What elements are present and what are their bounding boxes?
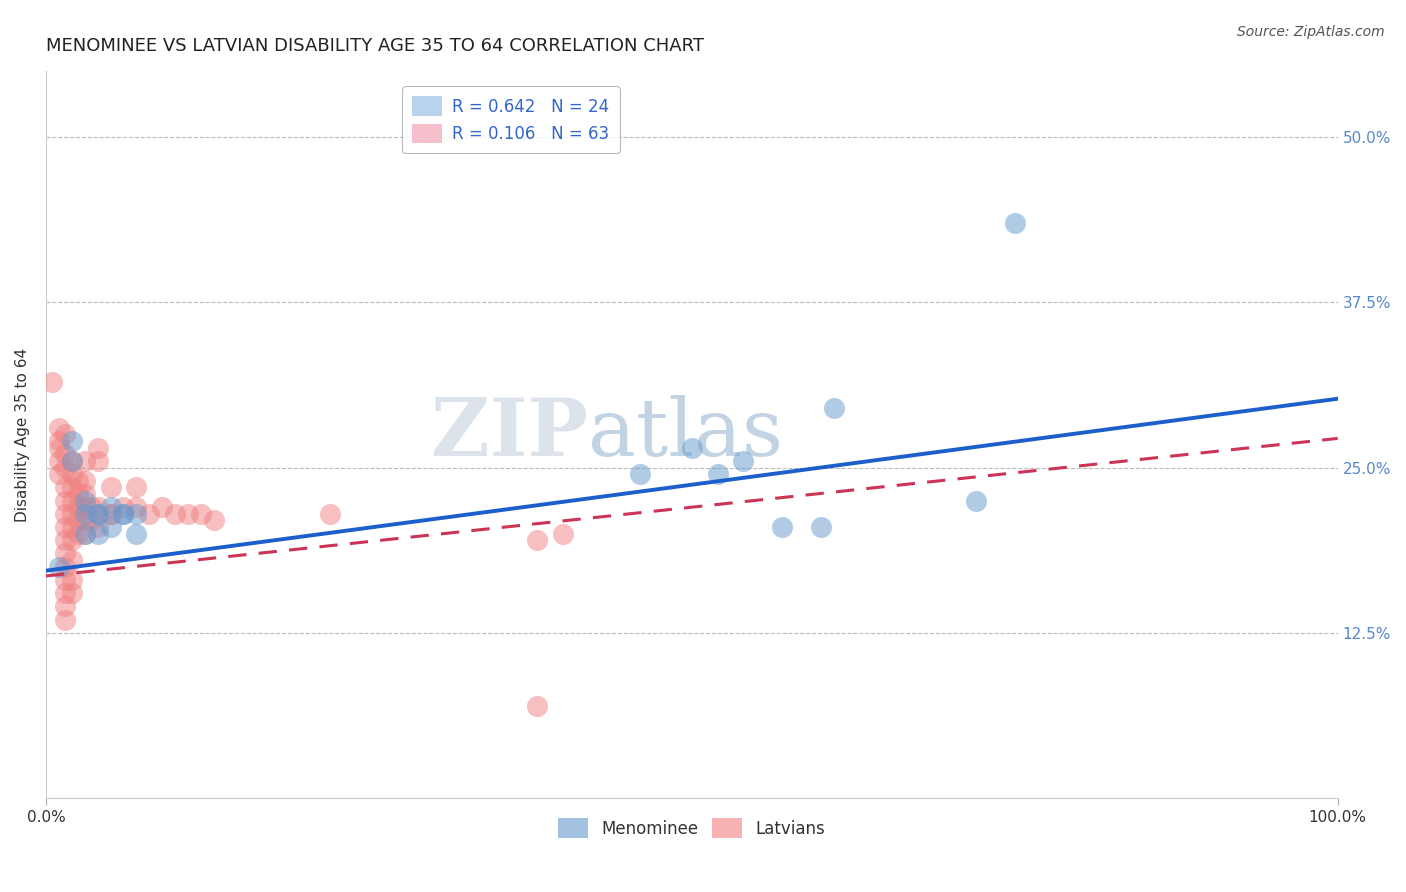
Point [60,507,83,521]
Point [60,533,83,548]
Point [965,493,987,508]
Point [733,454,755,468]
Point [100,507,122,521]
Text: atlas: atlas [589,395,783,474]
Point [86,500,108,515]
Point [60,454,83,468]
Point [810,520,832,534]
Point [138,507,160,521]
Point [48,454,70,468]
Point [551,526,574,541]
Point [73,493,96,508]
Point [86,520,108,534]
Point [60,493,83,508]
Point [73,487,96,501]
Point [80,500,103,515]
Point [100,500,122,515]
Point [53,520,76,534]
Point [67,487,90,501]
Point [53,507,76,521]
Point [125,500,148,515]
Point [150,500,173,515]
Point [53,599,76,614]
Point [86,507,108,521]
Point [86,441,108,455]
Text: MENOMINEE VS LATVIAN DISABILITY AGE 35 TO 64 CORRELATION CHART: MENOMINEE VS LATVIAN DISABILITY AGE 35 T… [46,37,704,55]
Point [628,467,651,482]
Point [53,460,76,475]
Point [125,480,148,494]
Point [48,467,70,482]
Point [86,507,108,521]
Point [60,480,83,494]
Legend: Menominee, Latvians: Menominee, Latvians [551,812,832,845]
Point [60,553,83,567]
Point [53,559,76,574]
Point [73,526,96,541]
Point [60,434,83,448]
Point [53,573,76,587]
Point [48,441,70,455]
Point [125,507,148,521]
Point [53,613,76,627]
Point [53,586,76,600]
Point [823,401,845,415]
Point [73,474,96,488]
Point [73,500,96,515]
Point [100,520,122,534]
Text: ZIP: ZIP [432,395,589,474]
Point [67,500,90,515]
Point [60,586,83,600]
Point [73,507,96,521]
Point [67,474,90,488]
Point [526,533,548,548]
Point [202,513,225,527]
Point [53,427,76,442]
Point [53,447,76,461]
Point [60,467,83,482]
Point [73,513,96,527]
Point [190,507,212,521]
Point [48,434,70,448]
Point [125,526,148,541]
Point [80,513,103,527]
Point [165,507,187,521]
Point [706,467,728,482]
Point [319,507,342,521]
Point [67,513,90,527]
Point [177,507,200,521]
Point [53,480,76,494]
Point [100,480,122,494]
Point [770,520,793,534]
Point [67,526,90,541]
Point [53,546,76,560]
Point [48,559,70,574]
Y-axis label: Disability Age 35 to 64: Disability Age 35 to 64 [15,347,30,522]
Point [112,507,135,521]
Point [681,441,703,455]
Point [112,500,135,515]
Point [1004,216,1026,230]
Point [73,526,96,541]
Point [526,698,548,713]
Point [53,493,76,508]
Point [60,520,83,534]
Point [112,507,135,521]
Point [100,507,122,521]
Point [41,375,63,389]
Point [48,421,70,435]
Point [60,454,83,468]
Point [86,526,108,541]
Point [73,454,96,468]
Point [53,533,76,548]
Text: Source: ZipAtlas.com: Source: ZipAtlas.com [1237,25,1385,39]
Point [60,573,83,587]
Point [86,454,108,468]
